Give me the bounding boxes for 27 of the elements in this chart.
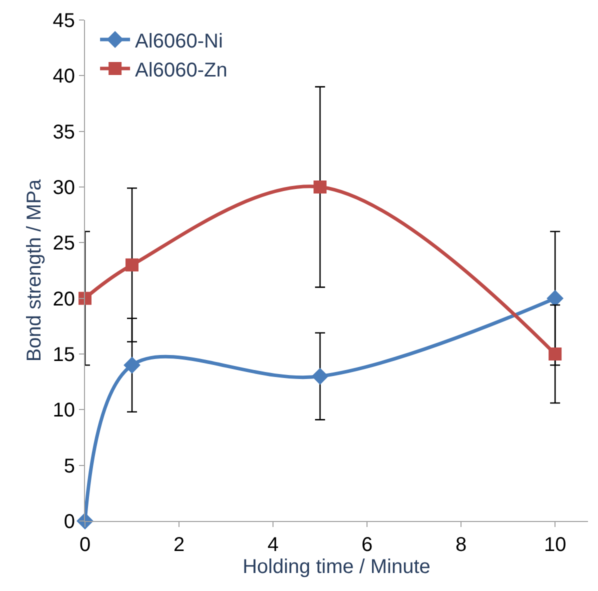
legend-label: Al6060-Ni [135,30,223,52]
x-tick-label: 2 [173,534,185,556]
point [124,356,140,374]
x-axis-title: Holding time / Minute [242,556,430,578]
point [546,290,564,307]
legend-label: Al6060-Zn [135,59,228,82]
x-tick-label: 0 [79,534,91,556]
point [78,292,92,305]
y-tick-label: 35 [52,121,75,144]
y-tick-label: 40 [52,66,75,88]
point [314,180,327,194]
point [126,258,139,272]
x-tick-label: 8 [456,534,467,556]
x-tick-label: 10 [544,534,566,556]
y-axis-title: Bond strength / MPa [23,178,46,362]
y-tick-label: 30 [52,177,75,199]
y-tick-label: 15 [52,344,75,366]
point [312,368,328,385]
y-tick-label: 10 [52,400,75,422]
y-tick-label: 45 [52,10,75,32]
y-tick-label: 25 [52,232,75,255]
y-tick-label: 5 [64,455,75,478]
point [548,348,562,360]
x-tick-label: 6 [361,534,373,556]
y-tick-label: 0 [64,511,75,533]
x-tick-label: 4 [267,534,279,556]
y-tick-label: 20 [52,288,75,310]
